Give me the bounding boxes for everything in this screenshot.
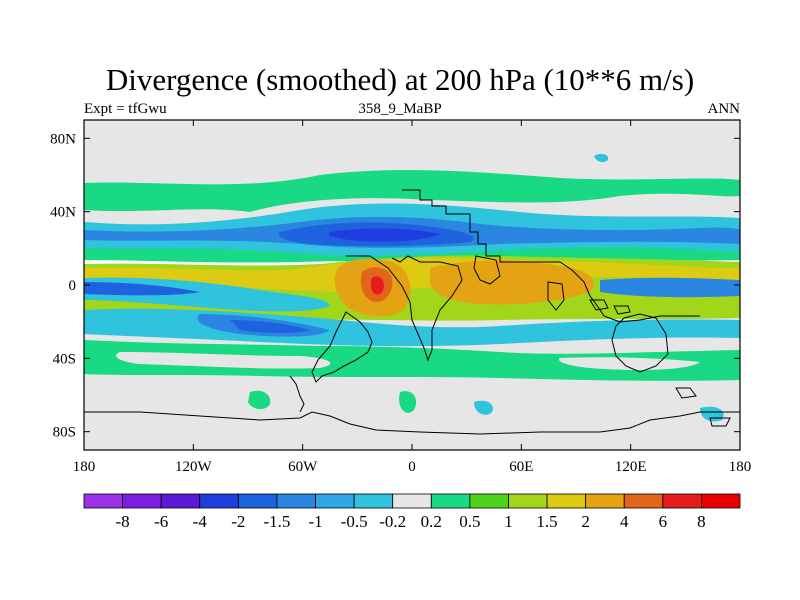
subtitle-season: ANN (707, 101, 741, 117)
x-tick-label: 0 (408, 459, 416, 475)
coastline-southern-islands (675, 387, 731, 427)
colorbar-swatch (276, 493, 316, 509)
colorbar-label: -2 (231, 512, 245, 531)
contour-sh-small-green2 (399, 391, 417, 413)
contour-pacific-blue-core (84, 282, 200, 296)
colorbar-label: -1 (308, 512, 322, 531)
colorbar-swatch (585, 493, 625, 509)
colorbar-label: 1 (504, 512, 513, 531)
colorbar-swatch (469, 493, 509, 509)
y-tick-label: 40S (53, 351, 76, 367)
colorbar-swatch (237, 493, 278, 509)
coastline-arabia (473, 255, 501, 285)
colorbar-label: 4 (620, 512, 629, 531)
contour-arctic-blue (594, 153, 609, 163)
colorbar-swatch (623, 493, 664, 509)
coastline-australia (611, 313, 669, 373)
colorbar-swatch (430, 493, 471, 509)
contour-sh-small-green (248, 390, 271, 410)
coastlines (84, 189, 740, 435)
y-tick-label: 0 (69, 278, 77, 294)
colorbar-label: -0.2 (379, 512, 406, 531)
contour-sh-green-band (84, 340, 740, 381)
subtitle-experiment: Expt = tfGwu (84, 101, 167, 117)
contour-tropical-yellow (84, 257, 740, 292)
x-tick-label: 180 (729, 459, 752, 475)
contour-atlantic-red (370, 276, 384, 295)
colorbar-swatch (83, 493, 123, 509)
colorbar-label: 0.5 (459, 512, 480, 531)
coastline-antarctica (84, 411, 740, 435)
y-tick-label: 80N (50, 131, 76, 147)
contour-sh-gray-gap (116, 352, 331, 369)
coastline-africa (346, 255, 463, 362)
colorbar-swatch (392, 493, 432, 509)
x-tick-label: 120W (175, 459, 213, 475)
y-tick-label: 80S (53, 425, 76, 441)
map-field (84, 120, 740, 450)
colorbar-swatch (315, 493, 355, 509)
colorbar-swatch (662, 493, 702, 509)
coastline-south-america (311, 311, 373, 383)
coastline-antarctic-peninsula (289, 375, 305, 413)
contour-tropical-orange (430, 260, 594, 305)
colorbar-swatch (701, 493, 741, 509)
subtitle-case: 358_9_MaBP (358, 101, 442, 117)
chart-title: Divergence (smoothed) at 200 hPa (10**6 … (105, 62, 695, 97)
coastline-india (547, 281, 565, 311)
contour-sh-blue-dark (230, 320, 310, 333)
x-tick-label: 60W (288, 459, 318, 475)
colorbar-label: -0.5 (341, 512, 368, 531)
colorbar-label: -6 (154, 512, 168, 531)
x-tick-label: 180 (73, 459, 96, 475)
contour-sh-small-blue (474, 400, 493, 415)
colorbar-label: 2 (581, 512, 590, 531)
colorbar-swatch (160, 493, 201, 509)
colorbar-label: 6 (659, 512, 668, 531)
contour-sh-gray-gap-east (559, 357, 700, 370)
x-tick-label: 120E (615, 459, 647, 475)
colorbar-swatch (508, 493, 548, 509)
coastline-maritime (589, 299, 631, 315)
colorbar-label: 8 (697, 512, 706, 531)
colorbar-swatch (546, 493, 587, 509)
contour-west-pacific-blue (600, 277, 740, 298)
colorbar-swatch (199, 493, 239, 509)
colorbar-label: 0.2 (421, 512, 442, 531)
colorbar-label: -1.5 (263, 512, 290, 531)
colorbar-label: 1.5 (536, 512, 557, 531)
colorbar: -8 -6 -4 -2 -1.5 -1 -0.5 -0.2 0.2 0.5 1 1.5 2 4 6 8 (83, 493, 741, 531)
colorbar-swatch (122, 493, 162, 509)
x-tick-label: 60E (509, 459, 533, 475)
y-tick-label: 40N (50, 205, 76, 221)
colorbar-label: -8 (116, 512, 130, 531)
contour-nh-blue-darkest (328, 228, 440, 242)
colorbar-label: -4 (193, 512, 208, 531)
y-axis: 80N 40N 0 40S 80S (50, 131, 740, 441)
coastline-eurasia (402, 189, 700, 323)
x-axis: 180 120W 60W 0 60E 120E 180 (73, 120, 752, 475)
colorbar-swatch (353, 493, 394, 509)
